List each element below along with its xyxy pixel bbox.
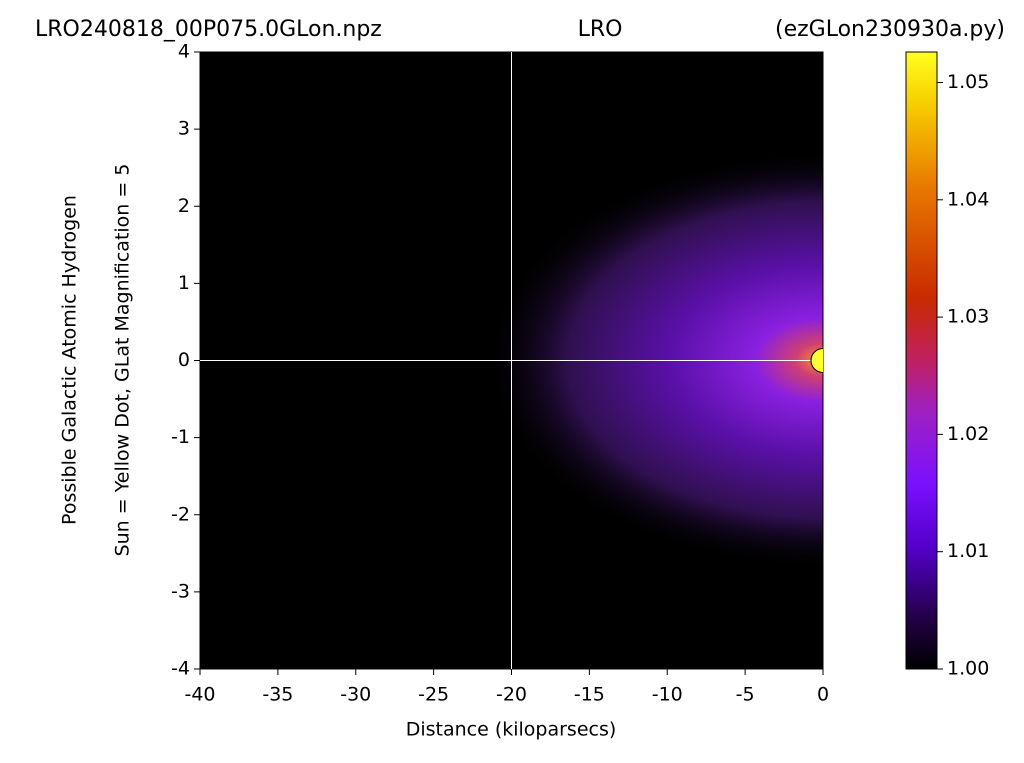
- sun-group: [810, 348, 823, 373]
- y-axis-label: Possible Galactic Atomic Hydrogen: [59, 195, 81, 525]
- colorbar-tick-label: 1.05: [947, 71, 989, 93]
- x-tick-label: -30: [340, 684, 371, 706]
- y-tick-label: -3: [171, 580, 190, 602]
- x-tick-label: -20: [496, 684, 527, 706]
- sun-dot: [810, 348, 823, 373]
- y-tick-label: 3: [178, 118, 190, 140]
- y-tick-label: 1: [178, 272, 190, 294]
- y-tick-label: -4: [171, 658, 190, 680]
- x-tick-label: -10: [652, 684, 683, 706]
- x-axis-label: Distance (kiloparsecs): [406, 719, 617, 741]
- y-tick-label: 2: [178, 195, 190, 217]
- x-tick-label: -35: [262, 684, 293, 706]
- x-tick-label: -5: [736, 684, 755, 706]
- colorbar-tick-label: 1.04: [947, 188, 989, 210]
- x-tick-label: 0: [817, 684, 829, 706]
- title-center: LRO: [578, 17, 623, 42]
- colorbar-tick-label: 1.01: [947, 540, 989, 562]
- colorbar-tick-label: 1.02: [947, 423, 989, 445]
- y-tick-label: 0: [178, 349, 190, 371]
- y-tick-label: 4: [178, 41, 190, 63]
- y-axis-label: Sun = Yellow Dot, GLat Magnification = 5: [112, 164, 134, 557]
- title-right: (ezGLon230930a.py): [775, 17, 1005, 42]
- y-tick-label: -1: [171, 426, 190, 448]
- colorbar: [905, 51, 938, 670]
- colorbar-tick-label: 1.03: [947, 306, 989, 328]
- x-tick-label: -25: [418, 684, 449, 706]
- x-tick-label: -15: [574, 684, 605, 706]
- y-tick-label: -2: [171, 503, 190, 525]
- title-left: LRO240818_00P075.0GLon.npz: [35, 17, 382, 42]
- colorbar-tick-label: 1.00: [947, 658, 989, 680]
- x-tick-label: -40: [184, 684, 215, 706]
